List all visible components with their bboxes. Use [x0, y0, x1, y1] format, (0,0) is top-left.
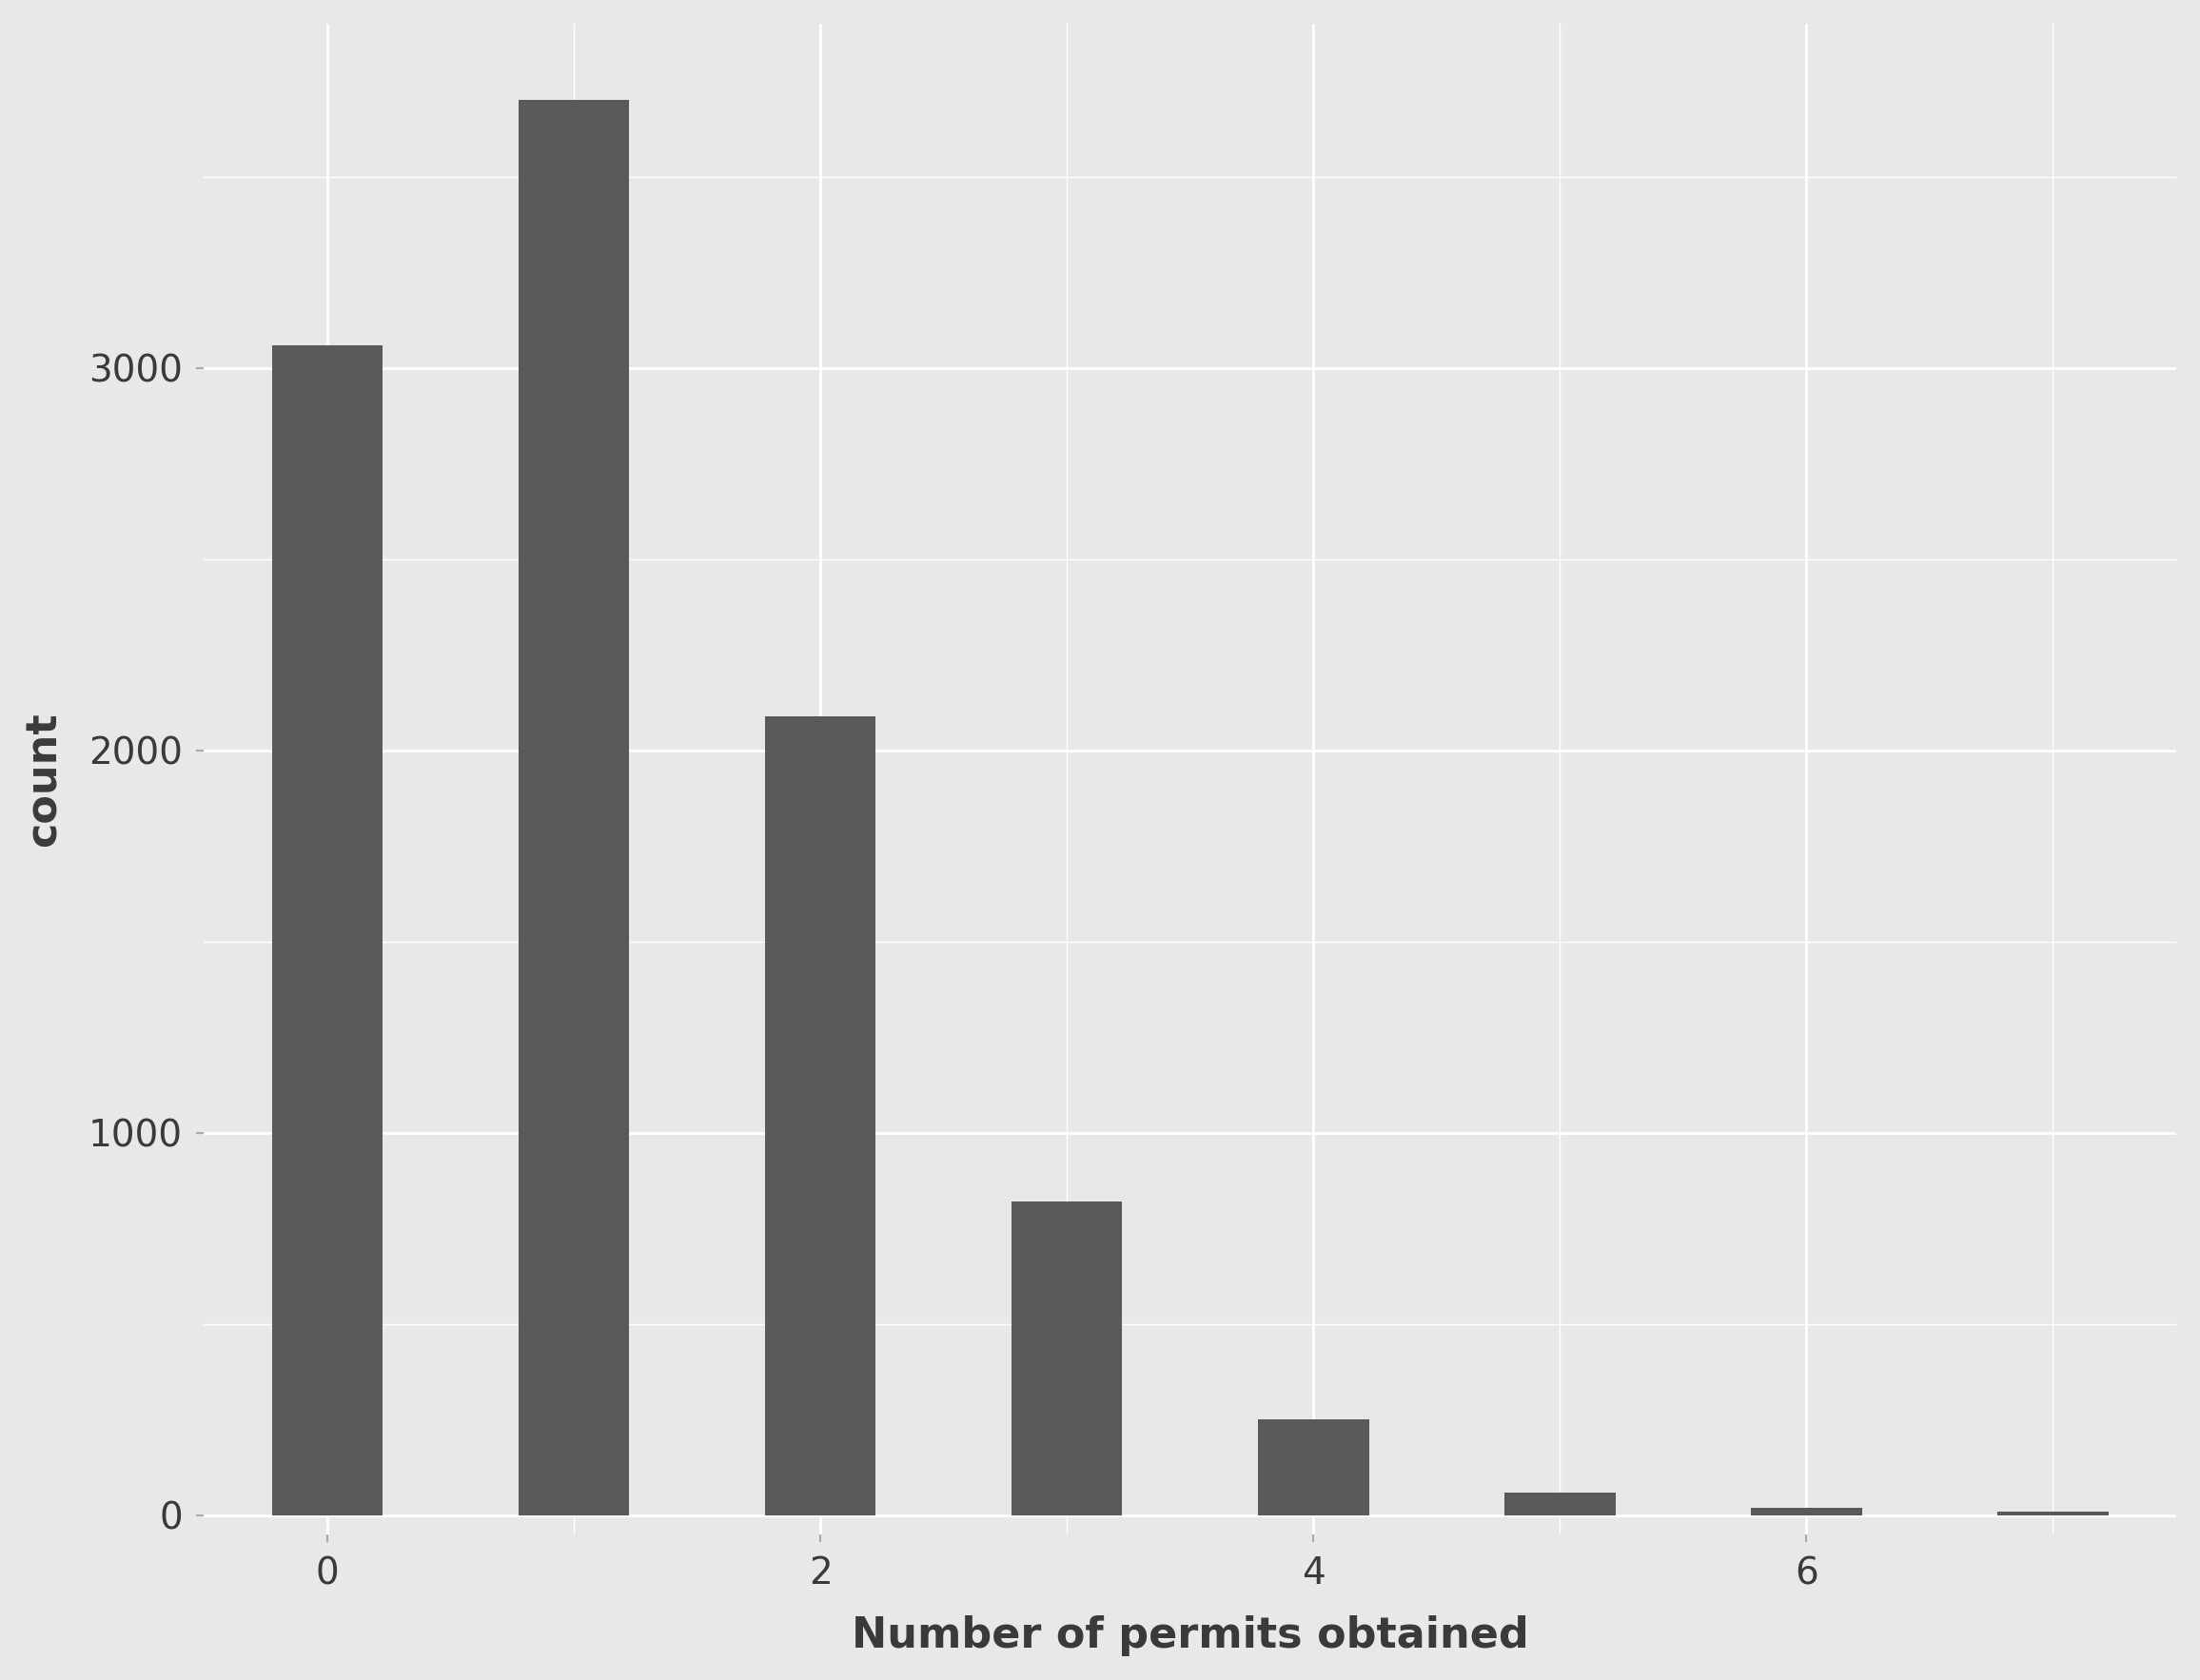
- Bar: [1751, 1507, 1861, 1515]
- Bar: [1012, 1201, 1122, 1515]
- Bar: [1505, 1492, 1615, 1515]
- X-axis label: Number of permits obtained: Number of permits obtained: [851, 1614, 1529, 1656]
- Bar: [766, 716, 876, 1515]
- Bar: [1998, 1512, 2108, 1515]
- Bar: [519, 101, 629, 1515]
- Y-axis label: count: count: [24, 712, 64, 847]
- Bar: [273, 344, 383, 1515]
- Bar: [1258, 1420, 1368, 1515]
